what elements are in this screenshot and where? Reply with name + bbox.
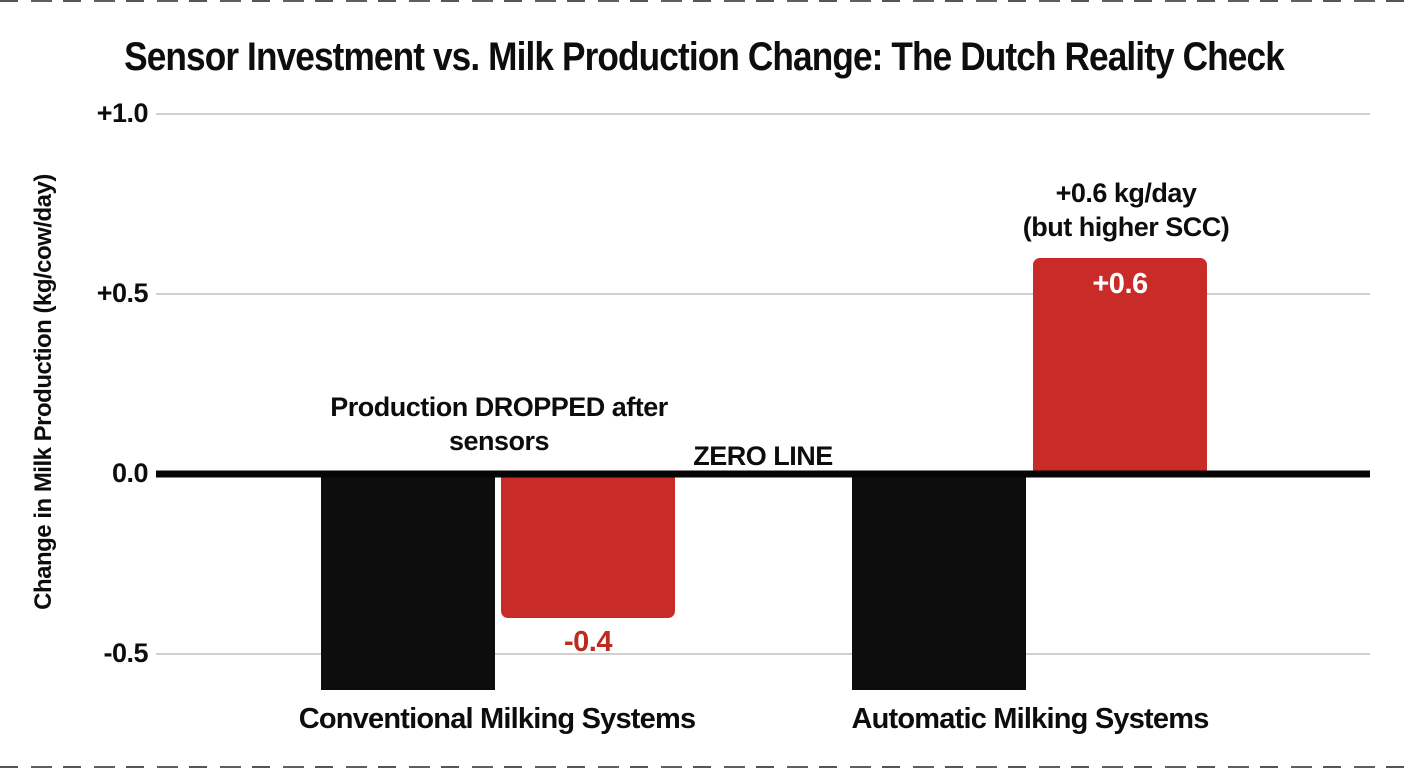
bar-conventional-red <box>501 474 675 618</box>
ytick-label-0.0: 0.0 <box>111 457 149 488</box>
gridline-+0.5 <box>156 293 1370 295</box>
annotation-amr-gain: +0.6 kg/day (but higher SCC) <box>1003 176 1249 244</box>
category-label-conventional: Conventional Milking Systems <box>298 703 696 735</box>
crop-artifact-top <box>0 0 1408 2</box>
annotation-amr-gain-line1: +0.6 kg/day <box>1055 178 1197 208</box>
zero-line <box>156 470 1370 478</box>
annotation-production-dropped-line2: sensors <box>448 426 550 456</box>
annotation-amr-gain-line2: (but higher SCC) <box>1022 212 1230 242</box>
annotation-production-dropped: Production DROPPED after sensors <box>313 390 685 458</box>
chart-title: Sensor Investment vs. Milk Production Ch… <box>124 35 1285 79</box>
bar-value-label-automatic-red: +0.6 <box>1092 268 1148 300</box>
ytick-label--0.5: -0.5 <box>103 637 148 668</box>
gridline-+1.0 <box>156 113 1370 115</box>
ytick-label-+1.0: +1.0 <box>96 97 149 128</box>
bar-conventional-black <box>321 474 495 690</box>
gridline--0.5 <box>156 653 1370 655</box>
category-label-automatic: Automatic Milking Systems <box>851 703 1209 735</box>
crop-artifact-bottom <box>0 766 1408 768</box>
bar-automatic-black <box>852 474 1026 690</box>
ytick-label-+0.5: +0.5 <box>96 277 149 308</box>
annotation-zero-line: ZERO LINE <box>693 441 833 471</box>
bar-automatic-red <box>1033 258 1207 474</box>
annotation-production-dropped-line1: Production DROPPED after <box>330 392 668 422</box>
bar-value-label-conventional-red: -0.4 <box>564 626 612 658</box>
